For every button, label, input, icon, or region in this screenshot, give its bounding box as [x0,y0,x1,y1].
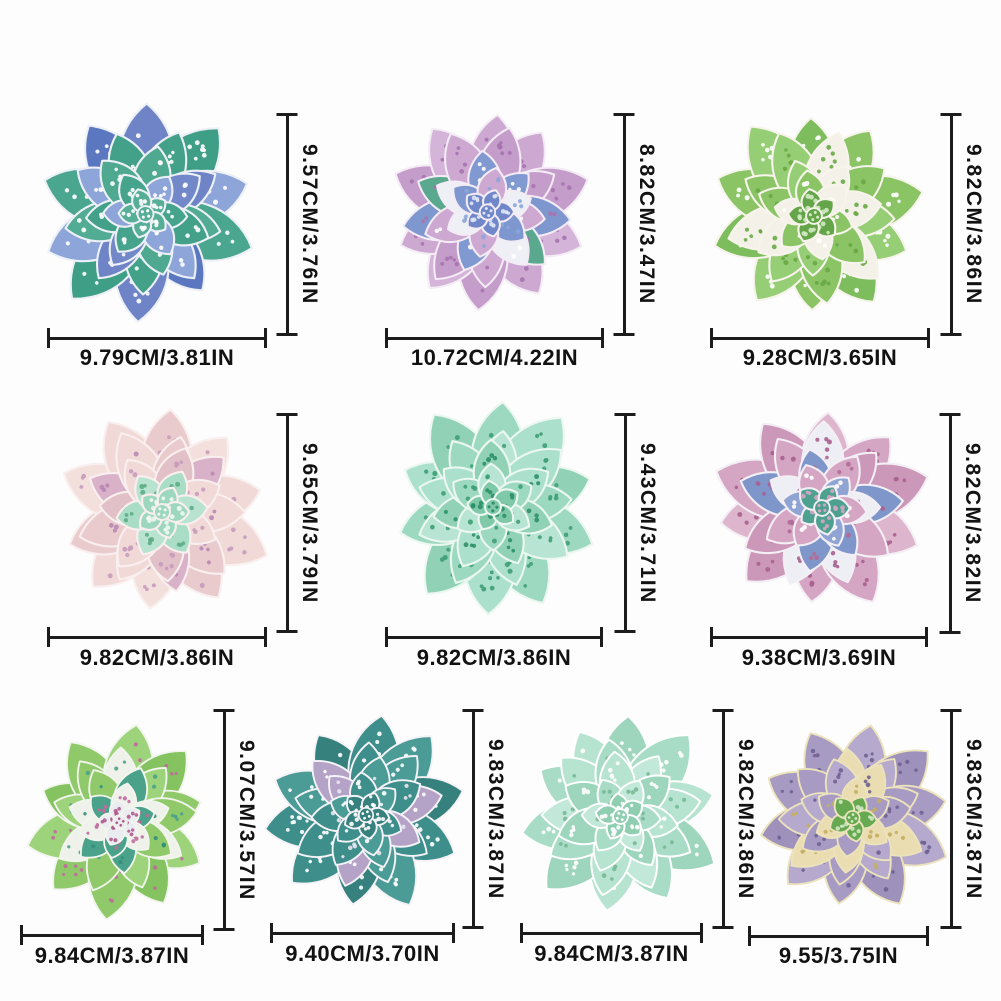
width-measure-line [710,635,928,639]
width-label: 9.38CM/3.69IN [741,645,897,670]
succulent-flower-image [715,411,929,603]
height-label: 9.82CM/3.86IN [962,144,985,305]
width-label: 9.84CM/3.87IN [534,941,689,966]
height-label: 9.57CM/3.76IN [298,144,321,305]
width-label: 9.55/3.75IN [778,943,899,968]
succulent-flower-image [520,714,715,912]
width-label: 10.72CM/4.22IN [410,345,579,370]
height-label: 8.82CM/3.47IN [635,144,658,305]
height-measure-line [948,413,952,634]
succulent-flower-image [264,714,464,907]
width-measure-line [47,635,267,639]
height-label: 9.82CM/3.82IN [961,443,984,604]
height-measure-line [222,709,226,931]
width-label: 9.28CM/3.65IN [742,345,898,370]
width-label: 9.40CM/3.70IN [285,941,440,966]
height-label: 9.07CM/3.57IN [235,739,258,901]
height-measure-line [471,709,475,929]
succulent-flower-image [759,724,947,905]
height-measure-line [721,709,725,929]
height-label: 9.83CM/3.87IN [484,738,507,900]
width-measure-line [20,933,204,937]
succulent-flower-image [399,401,594,616]
height-measure-line [285,413,289,633]
width-measure-line [270,931,455,935]
height-label: 9.83CM/3.87IN [962,738,985,900]
height-measure-line [623,413,627,633]
width-measure-line [748,934,929,938]
width-label: 9.82CM/3.86IN [416,645,572,670]
succulent-flower-image [26,723,202,921]
succulent-flower-image [713,116,924,312]
height-label: 9.65CM/3.79IN [298,442,321,604]
height-label: 9.82CM/3.86IN [734,738,757,900]
succulent-flower-image [62,408,268,610]
width-measure-line [47,336,267,340]
height-measure-line [622,113,626,336]
width-measure-line [710,336,930,340]
height-measure-line [949,113,953,336]
height-measure-line [285,113,289,336]
height-measure-line [949,709,953,929]
width-measure-line [385,336,604,340]
succulent-flower-image [394,113,589,312]
width-label: 9.82CM/3.86IN [79,645,235,670]
succulent-flower-image [43,102,253,323]
width-label: 9.79CM/3.81IN [79,345,235,370]
width-measure-line [385,635,603,639]
width-label: 9.84CM/3.87IN [34,943,190,968]
height-label: 9.43CM/3.71IN [636,442,659,604]
width-measure-line [520,931,703,935]
